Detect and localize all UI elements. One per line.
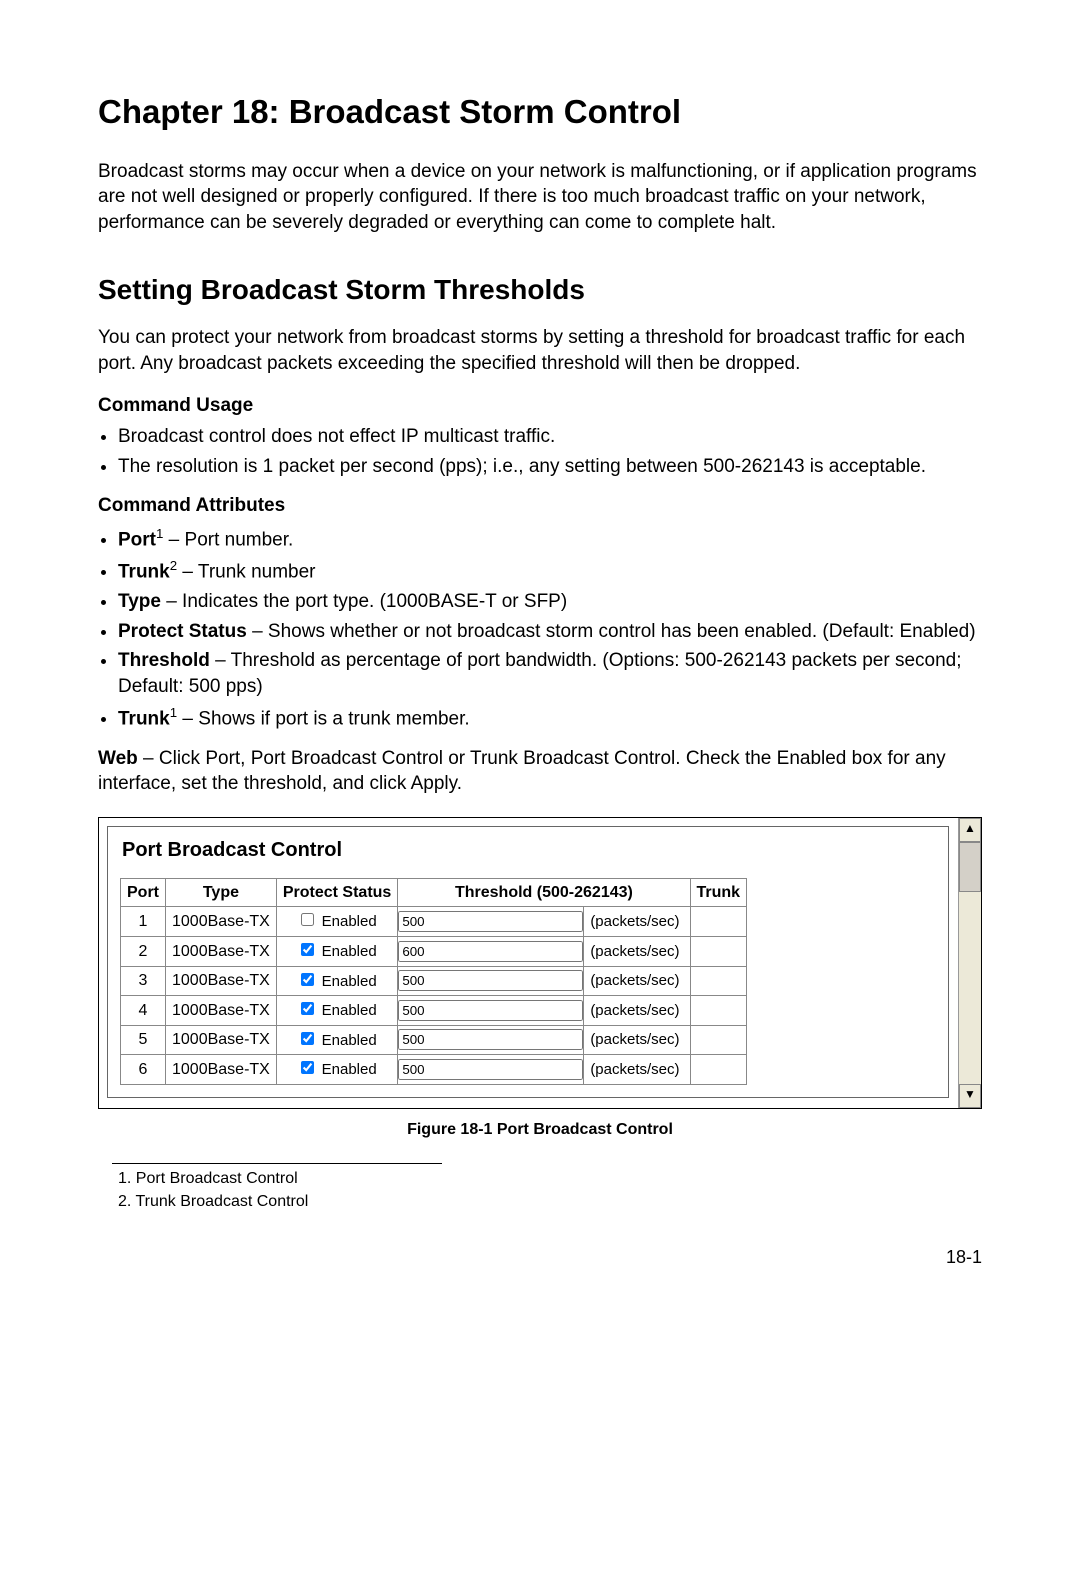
scroll-thumb[interactable] <box>959 842 981 892</box>
web-text: – Click Port, Port Broadcast Control or … <box>98 748 946 795</box>
col-protect: Protect Status <box>276 878 397 907</box>
cell-trunk <box>690 966 747 996</box>
footnotes: 1. Port Broadcast Control2. Trunk Broadc… <box>118 1168 982 1213</box>
cell-trunk <box>690 907 747 937</box>
enabled-label: Enabled <box>317 943 376 960</box>
enabled-checkbox[interactable] <box>301 913 314 926</box>
page-number: 18-1 <box>98 1245 982 1269</box>
enabled-checkbox[interactable] <box>301 1032 314 1045</box>
cell-port: 5 <box>121 1025 166 1055</box>
col-threshold: Threshold (500-262143) <box>398 878 690 907</box>
scroll-up-button[interactable]: ▲ <box>959 818 981 842</box>
footnote-rule <box>112 1163 442 1164</box>
threshold-input[interactable] <box>398 911 583 932</box>
web-instructions: Web – Click Port, Port Broadcast Control… <box>98 746 982 797</box>
cell-port: 4 <box>121 996 166 1026</box>
cell-port: 1 <box>121 907 166 937</box>
table-row: 61000Base-TX Enabled (packets/sec) <box>121 1055 747 1085</box>
cell-protect-status: Enabled <box>276 937 397 967</box>
attribute-item: Type – Indicates the port type. (1000BAS… <box>118 589 982 615</box>
usage-item: Broadcast control does not effect IP mul… <box>118 424 982 450</box>
cell-threshold <box>398 996 584 1026</box>
command-attributes-heading: Command Attributes <box>98 493 982 519</box>
cell-threshold <box>398 1055 584 1085</box>
intro-paragraph: Broadcast storms may occur when a device… <box>98 159 982 236</box>
table-row: 41000Base-TX Enabled (packets/sec) <box>121 996 747 1026</box>
footnote-item: 2. Trunk Broadcast Control <box>118 1191 982 1213</box>
cell-type: 1000Base-TX <box>166 907 277 937</box>
cell-threshold-unit: (packets/sec) <box>584 966 690 996</box>
footnote-item: 1. Port Broadcast Control <box>118 1168 982 1190</box>
web-lead: Web <box>98 748 138 769</box>
threshold-input[interactable] <box>398 970 583 991</box>
table-row: 11000Base-TX Enabled (packets/sec) <box>121 907 747 937</box>
cell-port: 3 <box>121 966 166 996</box>
panel-title: Port Broadcast Control <box>122 837 940 864</box>
cell-type: 1000Base-TX <box>166 937 277 967</box>
threshold-input[interactable] <box>398 1000 583 1021</box>
attribute-item: Trunk2 – Trunk number <box>118 557 982 585</box>
cell-type: 1000Base-TX <box>166 966 277 996</box>
cell-type: 1000Base-TX <box>166 996 277 1026</box>
attribute-item: Port1 – Port number. <box>118 525 982 553</box>
cell-port: 2 <box>121 937 166 967</box>
threshold-input[interactable] <box>398 941 583 962</box>
cell-threshold <box>398 907 584 937</box>
cell-threshold-unit: (packets/sec) <box>584 937 690 967</box>
cell-protect-status: Enabled <box>276 966 397 996</box>
cell-protect-status: Enabled <box>276 996 397 1026</box>
broadcast-control-table: Port Type Protect Status Threshold (500-… <box>120 878 747 1085</box>
cell-threshold-unit: (packets/sec) <box>584 996 690 1026</box>
table-row: 21000Base-TX Enabled (packets/sec) <box>121 937 747 967</box>
cell-protect-status: Enabled <box>276 1025 397 1055</box>
command-usage-list: Broadcast control does not effect IP mul… <box>98 424 982 479</box>
cell-protect-status: Enabled <box>276 1055 397 1085</box>
cell-type: 1000Base-TX <box>166 1025 277 1055</box>
threshold-input[interactable] <box>398 1059 583 1080</box>
cell-trunk <box>690 937 747 967</box>
cell-threshold <box>398 966 584 996</box>
scroll-down-button[interactable]: ▼ <box>959 1084 981 1108</box>
cell-threshold <box>398 937 584 967</box>
cell-protect-status: Enabled <box>276 907 397 937</box>
enabled-label: Enabled <box>317 1002 376 1019</box>
scrollbar[interactable]: ▲ ▼ <box>958 818 981 1108</box>
figure-container: ▲ ▼ Port Broadcast Control Port Type Pro… <box>98 817 982 1109</box>
col-type: Type <box>166 878 277 907</box>
table-row: 31000Base-TX Enabled (packets/sec) <box>121 966 747 996</box>
threshold-input[interactable] <box>398 1029 583 1050</box>
enabled-checkbox[interactable] <box>301 973 314 986</box>
enabled-label: Enabled <box>317 913 376 930</box>
cell-threshold-unit: (packets/sec) <box>584 1025 690 1055</box>
chapter-title: Chapter 18: Broadcast Storm Control <box>98 90 982 135</box>
enabled-checkbox[interactable] <box>301 1061 314 1074</box>
enabled-label: Enabled <box>317 1032 376 1049</box>
command-attributes-list: Port1 – Port number. Trunk2 – Trunk numbe… <box>98 525 982 731</box>
attribute-item: Protect Status – Shows whether or not br… <box>118 619 982 645</box>
figure-caption: Figure 18-1 Port Broadcast Control <box>98 1119 982 1141</box>
cell-threshold <box>398 1025 584 1055</box>
usage-item: The resolution is 1 packet per second (p… <box>118 454 982 480</box>
attribute-item: Threshold – Threshold as percentage of p… <box>118 648 982 699</box>
enabled-label: Enabled <box>317 973 376 990</box>
cell-trunk <box>690 1055 747 1085</box>
enabled-label: Enabled <box>317 1061 376 1078</box>
col-trunk: Trunk <box>690 878 747 907</box>
table-row: 51000Base-TX Enabled (packets/sec) <box>121 1025 747 1055</box>
enabled-checkbox[interactable] <box>301 1002 314 1015</box>
col-port: Port <box>121 878 166 907</box>
cell-type: 1000Base-TX <box>166 1055 277 1085</box>
cell-threshold-unit: (packets/sec) <box>584 907 690 937</box>
command-usage-heading: Command Usage <box>98 393 982 419</box>
cell-port: 6 <box>121 1055 166 1085</box>
section-title: Setting Broadcast Storm Thresholds <box>98 271 982 309</box>
section-intro: You can protect your network from broadc… <box>98 325 982 376</box>
cell-trunk <box>690 996 747 1026</box>
cell-trunk <box>690 1025 747 1055</box>
attribute-item: Trunk1 – Shows if port is a trunk member… <box>118 704 982 732</box>
enabled-checkbox[interactable] <box>301 943 314 956</box>
panel: Port Broadcast Control Port Type Protect… <box>107 826 949 1098</box>
cell-threshold-unit: (packets/sec) <box>584 1055 690 1085</box>
